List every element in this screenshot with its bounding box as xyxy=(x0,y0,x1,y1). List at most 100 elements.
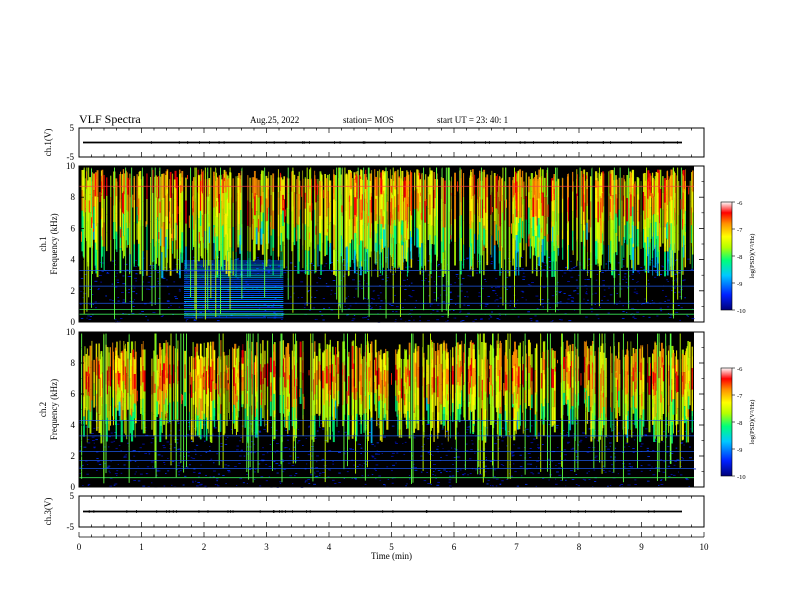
noise-speckle xyxy=(165,472,167,474)
noise-speckle xyxy=(449,291,452,293)
noise-speckle xyxy=(572,447,576,449)
noise-speckle xyxy=(216,485,220,487)
noise-speckle xyxy=(616,303,618,305)
noise-speckle xyxy=(623,446,626,448)
emission-streak xyxy=(504,181,507,201)
noise-speckle xyxy=(108,470,111,472)
emission-streak xyxy=(173,219,176,239)
emission-streak xyxy=(92,248,93,275)
noise-speckle xyxy=(94,307,97,309)
emission-streak xyxy=(615,232,617,253)
noise-speckle xyxy=(527,453,531,454)
y-axis-label: Frequency (kHz) xyxy=(49,213,59,274)
emission-streak xyxy=(477,219,479,240)
emission-streak xyxy=(653,418,656,442)
noise-speckle xyxy=(86,317,88,319)
noise-speckle xyxy=(126,437,128,439)
emission-streak xyxy=(377,224,379,251)
noise-speckle xyxy=(613,453,616,455)
noise-speckle xyxy=(607,485,609,487)
noise-speckle xyxy=(462,473,465,475)
noise-speckle xyxy=(201,306,205,308)
noise-speckle xyxy=(461,320,465,321)
noise-speckle xyxy=(524,483,528,485)
emission-streak xyxy=(401,195,404,221)
noise-speckle xyxy=(547,436,551,438)
noise-speckle xyxy=(427,438,430,440)
noise-speckle xyxy=(169,448,172,449)
emission-streak xyxy=(201,236,204,259)
noise-speckle xyxy=(150,265,153,267)
emission-streak xyxy=(83,416,85,437)
noise-speckle xyxy=(676,459,679,461)
noise-speckle xyxy=(267,271,270,273)
emission-streak xyxy=(478,234,480,254)
emission-streak xyxy=(552,226,554,243)
noise-speckle xyxy=(535,485,537,487)
emission-streak xyxy=(309,188,311,209)
noise-speckle xyxy=(84,274,87,275)
emission-streak xyxy=(401,170,404,196)
noise-speckle xyxy=(586,279,590,281)
noise-speckle xyxy=(203,485,207,487)
noise-speckle xyxy=(195,444,199,446)
emission-streak xyxy=(120,375,123,398)
noise-speckle xyxy=(166,300,170,302)
emission-streak xyxy=(686,346,688,365)
noise-speckle xyxy=(517,447,521,449)
emission-streak xyxy=(501,178,503,201)
emission-streak xyxy=(404,177,406,198)
emission-streak xyxy=(304,224,306,241)
noise-speckle xyxy=(120,472,123,474)
emission-streak xyxy=(349,243,352,268)
emission-streak xyxy=(676,408,679,425)
emission-streak xyxy=(103,246,105,271)
noise-speckle xyxy=(227,465,230,467)
noise-speckle xyxy=(327,476,330,478)
noise-speckle xyxy=(256,257,259,259)
noise-speckle xyxy=(414,467,417,468)
emission-streak xyxy=(608,245,609,270)
emission-streak xyxy=(406,179,408,205)
emission-streak xyxy=(642,229,645,248)
noise-speckle xyxy=(434,474,437,476)
emission-streak xyxy=(222,351,225,373)
noise-speckle xyxy=(614,447,617,449)
emission-streak xyxy=(329,243,332,264)
noise-speckle xyxy=(115,320,119,322)
emission-streak xyxy=(323,385,326,404)
noise-speckle xyxy=(468,426,471,428)
noise-speckle xyxy=(413,437,416,439)
noise-speckle xyxy=(318,265,320,267)
emission-streak xyxy=(120,397,123,420)
emission-streak xyxy=(678,215,680,234)
emission-streak xyxy=(142,176,144,202)
emission-streak xyxy=(497,209,498,227)
noise-speckle xyxy=(660,483,664,485)
emission-streak xyxy=(534,194,535,213)
emission-streak xyxy=(529,409,531,433)
noise-speckle xyxy=(673,291,677,293)
noise-speckle xyxy=(366,283,368,285)
noise-speckle xyxy=(125,264,127,266)
noise-speckle xyxy=(263,304,267,306)
noise-speckle xyxy=(572,267,576,269)
emission-streak xyxy=(293,209,296,228)
hot-spot xyxy=(682,219,684,230)
sferic-spike xyxy=(392,167,394,304)
emission-streak xyxy=(268,225,270,244)
emission-streak xyxy=(115,196,118,214)
emission-streak xyxy=(577,239,578,261)
emission-streak xyxy=(683,235,685,258)
noise-speckle xyxy=(237,258,240,260)
noise-speckle xyxy=(220,443,223,444)
sferic-spike xyxy=(88,167,90,298)
noise-speckle xyxy=(94,280,98,282)
noise-speckle xyxy=(345,284,347,286)
emission-streak xyxy=(470,221,473,244)
emission-streak xyxy=(356,238,357,260)
noise-speckle xyxy=(283,447,287,449)
noise-speckle xyxy=(193,319,196,321)
noise-speckle xyxy=(471,440,473,442)
